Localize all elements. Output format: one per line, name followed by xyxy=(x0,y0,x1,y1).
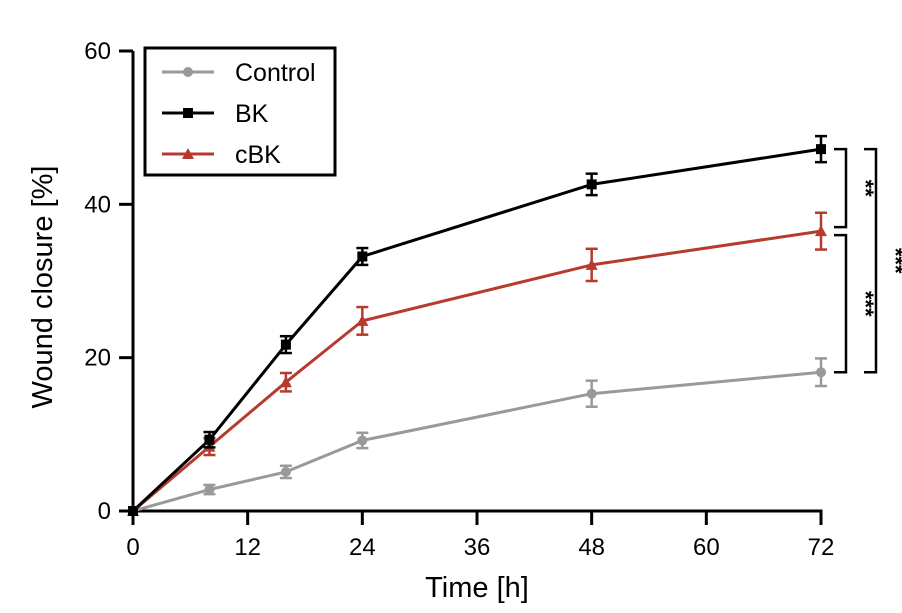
x-tick-label: 24 xyxy=(349,534,376,561)
series-line-control xyxy=(132,370,822,513)
data-point-cbk xyxy=(815,225,827,237)
y-axis-title: Wound closure [%] xyxy=(27,166,59,409)
x-tick-label: 60 xyxy=(693,534,720,561)
x-tick-label: 36 xyxy=(464,534,491,561)
series-cbk xyxy=(127,211,827,516)
series-bk xyxy=(128,134,827,516)
y-tick-label: 0 xyxy=(98,498,111,525)
series-layer xyxy=(127,134,827,516)
data-point-control xyxy=(204,484,215,495)
significance-bracket-line xyxy=(834,233,848,374)
series-line-bk xyxy=(131,147,822,513)
x-tick-label: 72 xyxy=(808,534,835,561)
y-tick-label: 60 xyxy=(84,38,111,65)
x-tick-label: 48 xyxy=(578,534,605,561)
y-tick-label: 20 xyxy=(84,345,111,372)
legend-marker-bk xyxy=(183,108,193,118)
series-line-cbk xyxy=(132,229,822,513)
legend-marker-control xyxy=(183,67,193,77)
x-axis-title: Time [h] xyxy=(425,572,529,604)
legend-label-cbk: cBK xyxy=(235,141,281,169)
significance-bracket: ** xyxy=(834,147,878,229)
data-point-bk xyxy=(128,506,138,516)
data-point-control xyxy=(816,367,826,378)
significance-bracket: *** xyxy=(834,233,878,374)
significance-bracket: *** xyxy=(864,147,902,374)
data-point-cbk xyxy=(279,376,292,388)
series-control xyxy=(128,357,827,516)
significance-label: *** xyxy=(853,291,878,317)
data-point-bk xyxy=(280,339,291,350)
data-point-bk xyxy=(586,179,597,190)
significance-label: ** xyxy=(853,180,878,198)
significance-bracket-line xyxy=(834,147,848,229)
data-point-cbk xyxy=(585,258,598,270)
y-tick-label: 40 xyxy=(84,191,111,218)
data-point-cbk xyxy=(356,314,369,326)
data-point-control xyxy=(357,435,368,446)
significance-bracket-line xyxy=(864,147,878,374)
legend-label-bk: BK xyxy=(235,100,269,128)
axes: 0 20 40 60 0 12 24 36 48 60 72 Time [h] Wound closur… xyxy=(27,38,834,604)
significance-label: *** xyxy=(883,248,902,274)
legend-marker-cbk xyxy=(182,148,194,159)
data-point-bk xyxy=(204,434,215,445)
significance-brackets: ******** xyxy=(834,147,902,374)
x-tick-label: 12 xyxy=(234,534,261,561)
legend-label-control: Control xyxy=(235,59,316,87)
x-tick-label: 0 xyxy=(126,534,139,561)
data-point-bk xyxy=(357,251,368,262)
legend: Control BK cBK xyxy=(143,46,337,177)
data-point-control xyxy=(280,466,291,477)
data-point-control xyxy=(586,388,597,399)
data-point-bk xyxy=(816,144,826,155)
